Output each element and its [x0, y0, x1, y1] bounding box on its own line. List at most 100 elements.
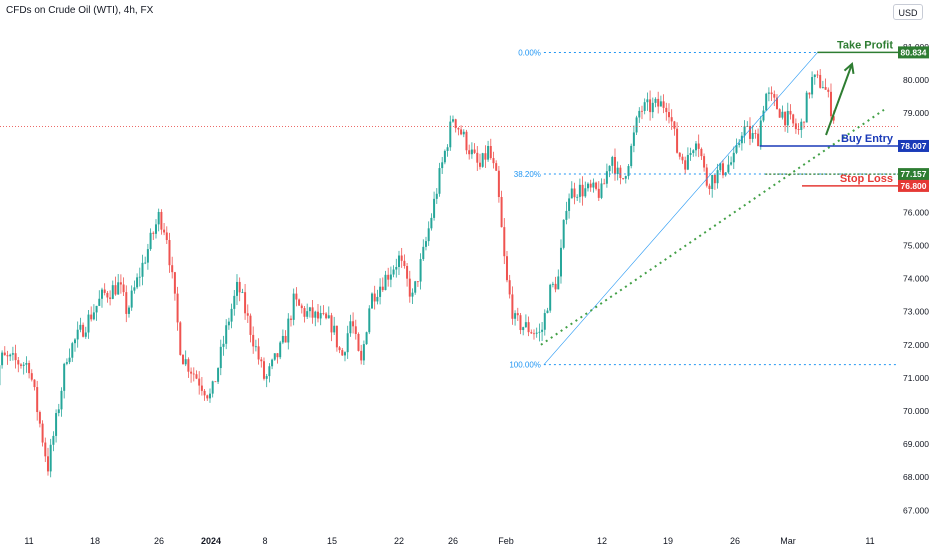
candle-body — [71, 343, 74, 358]
candle-body — [257, 346, 260, 360]
candle-body — [659, 101, 662, 107]
candle-body — [281, 335, 284, 343]
stop-loss-price-tag-bg — [898, 179, 929, 192]
candle-body — [192, 373, 195, 375]
candle-body — [362, 344, 365, 361]
candle-body — [819, 74, 822, 88]
candle-body — [430, 217, 433, 229]
candle-body — [495, 163, 498, 171]
candle-body — [505, 256, 508, 281]
candle-body — [252, 334, 255, 347]
candle-body — [681, 156, 684, 161]
candle-body — [268, 366, 271, 377]
candle-body — [103, 289, 106, 293]
candle-body — [6, 355, 9, 357]
candle-body — [171, 265, 174, 273]
candle-body — [330, 315, 333, 333]
candle-body — [217, 368, 220, 382]
candle-body — [511, 294, 514, 319]
candle-body — [559, 247, 562, 277]
candle-body — [87, 314, 90, 333]
candle-body — [346, 333, 349, 353]
candle-body — [354, 326, 357, 334]
candle-body — [279, 342, 282, 358]
x-tick-label: 11 — [865, 536, 874, 546]
candle-body — [705, 167, 708, 186]
candle-body — [109, 297, 112, 299]
currency-button[interactable]: USD — [893, 4, 923, 20]
candle-body — [79, 324, 82, 330]
candle-body — [514, 313, 517, 319]
candle-body — [832, 116, 835, 121]
candle-body — [616, 167, 619, 175]
candle-body — [419, 259, 422, 282]
candle-body — [141, 262, 144, 277]
candle-body — [117, 282, 120, 295]
candle-body — [433, 198, 436, 218]
y-tick-label: 68.000 — [903, 472, 929, 482]
candle-body — [368, 308, 371, 333]
candle-body — [314, 311, 317, 318]
x-tick-label: Feb — [498, 536, 514, 546]
candle-body — [622, 178, 625, 179]
candle-body — [700, 148, 703, 157]
candle-body — [33, 379, 36, 388]
candle-body — [114, 285, 117, 295]
candle-body — [395, 266, 398, 270]
candle-body — [735, 144, 738, 153]
candle-body — [792, 114, 795, 124]
candle-body — [460, 129, 463, 135]
candle-body — [684, 160, 687, 170]
candle-body — [635, 117, 638, 133]
candle-body — [327, 315, 330, 319]
candle-body — [82, 324, 85, 337]
candle-body — [343, 352, 346, 356]
candle-body — [786, 110, 789, 126]
candle-body — [384, 274, 387, 291]
candle-body — [373, 293, 376, 302]
candle-body — [241, 292, 244, 293]
candle-body — [55, 413, 58, 436]
candle-body — [811, 77, 814, 95]
candle-body — [711, 175, 714, 190]
candle-body — [230, 308, 233, 322]
candle-body — [273, 353, 276, 360]
candle-body — [349, 321, 352, 334]
candle-body — [743, 126, 746, 136]
candle-body — [608, 165, 611, 172]
candle-body — [827, 89, 830, 92]
candle-body — [449, 121, 452, 148]
candle-body — [203, 390, 206, 396]
candle-body — [489, 145, 492, 159]
candle-body — [179, 322, 182, 355]
candle-body — [576, 196, 579, 198]
candle-body — [133, 287, 136, 291]
candle-body — [360, 350, 363, 361]
candle-body — [287, 318, 290, 343]
x-tick-label: 15 — [327, 536, 337, 546]
candle-body — [65, 362, 68, 364]
y-tick-label: 75.000 — [903, 241, 929, 251]
candle-body — [478, 162, 481, 167]
candle-body — [438, 168, 441, 194]
candle-body — [538, 331, 541, 333]
candle-body — [649, 99, 652, 113]
candle-body — [813, 74, 816, 78]
stop-loss-label: Stop Loss — [840, 173, 893, 185]
candle-body — [19, 364, 22, 366]
fib-level-price-tag: 77.157 — [898, 168, 929, 181]
candle-body — [125, 292, 128, 314]
candle-body — [765, 93, 768, 111]
candle-body — [686, 154, 689, 170]
candle-body — [303, 308, 306, 317]
candle-body — [370, 293, 373, 309]
take-profit-label: Take Profit — [837, 39, 893, 51]
x-tick-label: 8 — [262, 536, 267, 546]
candle-body — [689, 153, 692, 155]
candle-body — [427, 228, 430, 242]
arrow-head-icon — [843, 62, 855, 75]
candle-body — [246, 313, 249, 316]
candle-body — [265, 376, 268, 379]
candle-body — [727, 164, 730, 173]
